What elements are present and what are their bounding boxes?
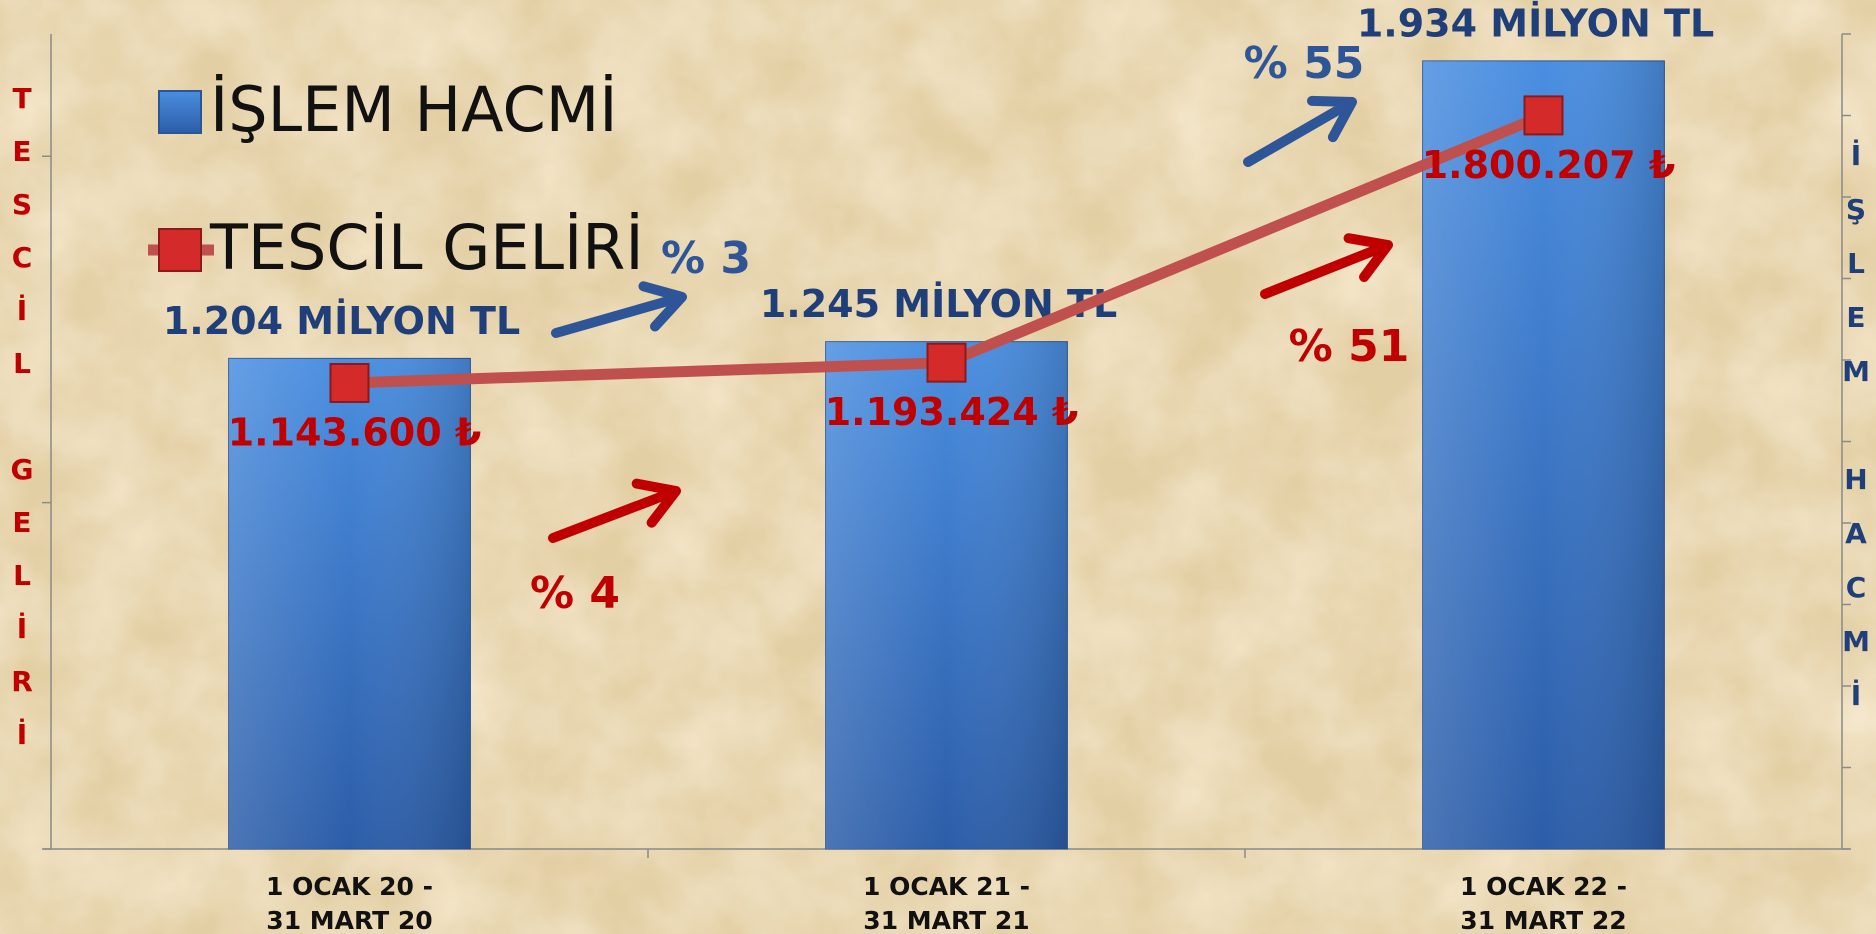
bar-shade <box>228 358 471 849</box>
line-value-label: 1.193.424 ₺ <box>825 390 1079 434</box>
line-marker <box>329 362 370 403</box>
annotation: % 51 <box>1289 321 1410 372</box>
annotation-arrow <box>548 478 681 543</box>
x-tick-label: 1 OCAK 22 -31 MART 22 <box>1460 872 1627 934</box>
line-value-label: 1.143.600 ₺ <box>228 410 482 454</box>
legend-label: İŞLEM HACMİ <box>210 73 618 146</box>
x-tick-label: 1 OCAK 20 -31 MART 20 <box>266 872 433 934</box>
line-value-label: 1.800.207 ₺ <box>1422 143 1676 187</box>
bar-shade <box>1422 60 1665 849</box>
legend-label: TESCİL GELİRİ <box>209 211 644 284</box>
bar-value-label: 1.204 MİLYON TL <box>163 299 520 343</box>
annotation-arrow <box>1243 95 1357 167</box>
annotation: % 3 <box>661 233 751 284</box>
bar-shade <box>825 341 1068 849</box>
annotation: % 55 <box>1244 38 1365 89</box>
annotation-arrow <box>551 281 687 338</box>
annotation-arrow <box>1260 233 1393 299</box>
bar-value-label: 1.934 MİLYON TL <box>1357 1 1714 45</box>
x-tick-label: 1 OCAK 21 -31 MART 21 <box>863 872 1030 934</box>
legend-swatch <box>158 228 202 272</box>
annotation: % 4 <box>530 568 620 619</box>
line-marker <box>926 342 967 383</box>
legend-swatch <box>158 90 202 134</box>
line-marker <box>1523 95 1564 136</box>
